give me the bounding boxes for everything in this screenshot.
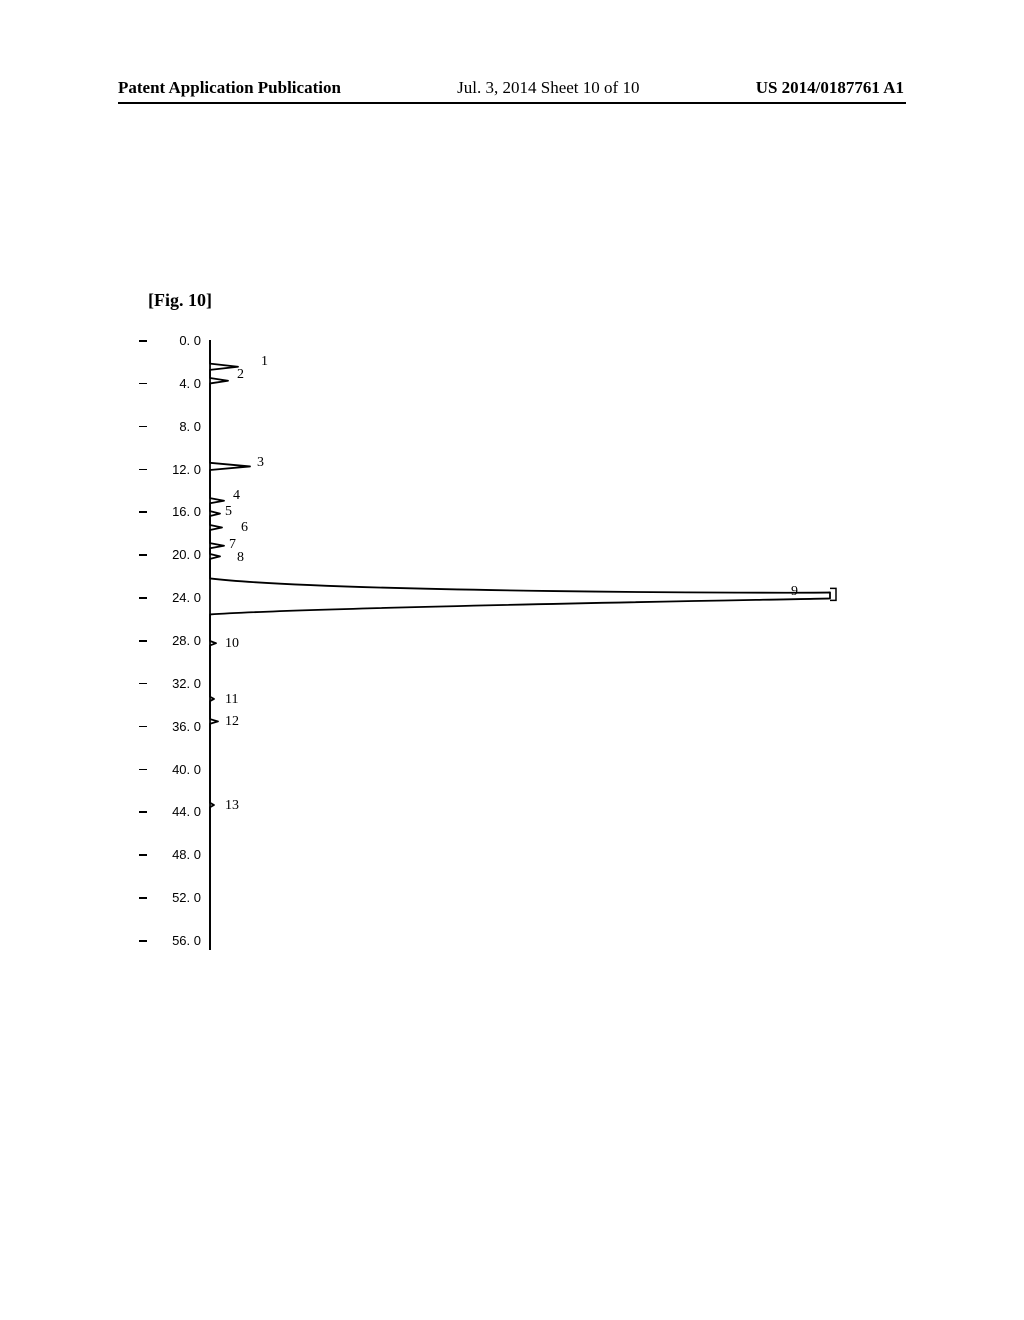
ytick-dash: [139, 469, 147, 471]
ytick-dash: [139, 640, 147, 642]
ytick-dash: [139, 511, 147, 513]
ytick-label: 20. 0: [151, 547, 201, 562]
peak-label: 8: [237, 550, 244, 566]
peak-label: 13: [225, 798, 239, 814]
chart-svg: [155, 330, 885, 970]
ytick-label: 56. 0: [151, 933, 201, 948]
chromatogram-chart: 0. 04. 08. 012. 016. 020. 024. 028. 032.…: [155, 330, 885, 970]
peak-label: 12: [225, 714, 239, 730]
peak-label: 9: [791, 584, 798, 600]
ytick-label: 44. 0: [151, 804, 201, 819]
peak-label: 10: [225, 636, 239, 652]
ytick-label: 32. 0: [151, 676, 201, 691]
ytick-dash: [139, 940, 147, 942]
ytick-dash: [139, 683, 147, 685]
ytick-dash: [139, 854, 147, 856]
ytick-label: 12. 0: [151, 462, 201, 477]
ytick-dash: [139, 597, 147, 599]
ytick-label: 52. 0: [151, 890, 201, 905]
ytick-dash: [139, 811, 147, 813]
header-date-sheet: Jul. 3, 2014 Sheet 10 of 10: [457, 78, 639, 98]
ytick-dash: [139, 554, 147, 556]
page-header: Patent Application Publication Jul. 3, 2…: [0, 78, 1024, 98]
header-patent-number: US 2014/0187761 A1: [756, 78, 904, 98]
ytick-label: 24. 0: [151, 590, 201, 605]
ytick-label: 36. 0: [151, 719, 201, 734]
peak-label: 6: [241, 520, 248, 536]
peak-label: 4: [233, 488, 240, 504]
ytick-dash: [139, 726, 147, 728]
ytick-label: 48. 0: [151, 847, 201, 862]
peak-label: 2: [237, 367, 244, 383]
peak-label: 5: [225, 504, 232, 520]
peak-label: 3: [257, 455, 264, 471]
ytick-label: 28. 0: [151, 633, 201, 648]
ytick-dash: [139, 769, 147, 771]
header-publication: Patent Application Publication: [118, 78, 341, 98]
peak-label: 1: [261, 354, 268, 370]
ytick-label: 16. 0: [151, 504, 201, 519]
ytick-dash: [139, 897, 147, 899]
ytick-dash: [139, 383, 147, 385]
ytick-label: 8. 0: [151, 419, 201, 434]
header-rule: [118, 102, 906, 104]
ytick-label: 4. 0: [151, 376, 201, 391]
ytick-label: 40. 0: [151, 762, 201, 777]
ytick-dash: [139, 340, 147, 342]
ytick-label: 0. 0: [151, 333, 201, 348]
ytick-dash: [139, 426, 147, 428]
peak-label: 11: [225, 692, 238, 708]
figure-label: [Fig. 10]: [148, 290, 212, 311]
peak-label: 7: [229, 537, 236, 553]
